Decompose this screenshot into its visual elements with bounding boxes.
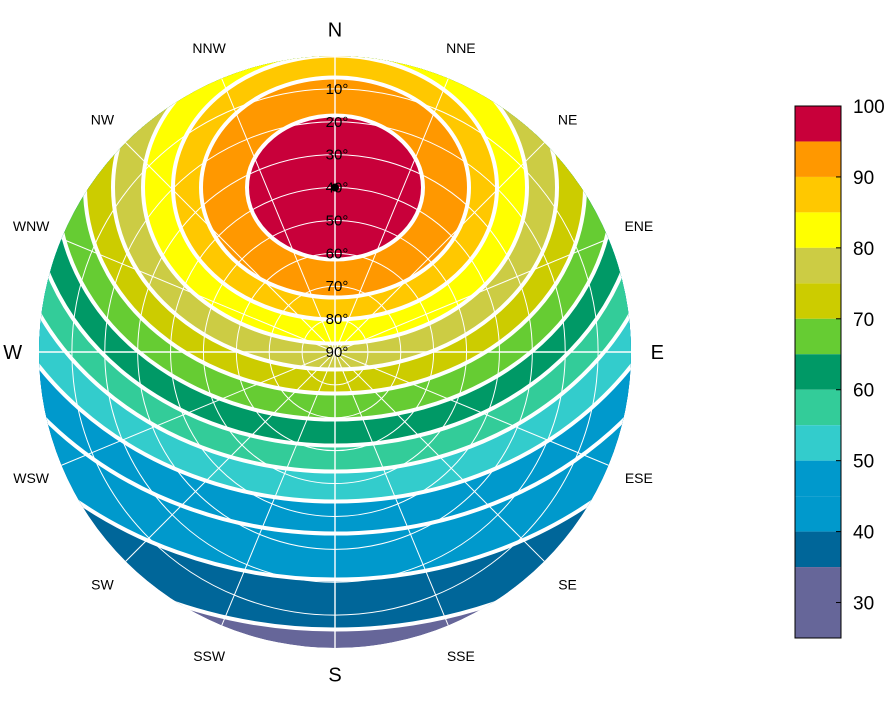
colorbar-band-60: [795, 354, 841, 390]
azimuth-spoke: [334, 238, 609, 353]
colorbar-tick-label: 60: [853, 381, 874, 402]
compass-label-w: W: [3, 342, 22, 364]
azimuth-spoke: [61, 351, 336, 466]
compass-label-ne: NE: [558, 111, 577, 127]
compass-label-nnw: NNW: [192, 40, 226, 56]
altitude-tick-label: 80°: [326, 311, 349, 328]
azimuth-spoke: [61, 238, 336, 353]
colorbar-frame: [794, 105, 842, 639]
azimuth-spoke: [221, 78, 336, 353]
compass-label-e: E: [651, 342, 664, 364]
colorbar-band-45: [795, 460, 841, 497]
altitude-tick-label: 60°: [326, 245, 349, 262]
compass-label-n: N: [328, 20, 342, 42]
compass-label-se: SE: [558, 577, 577, 593]
compass-label-ene: ENE: [624, 218, 653, 234]
colorbar-band-35: [795, 531, 841, 568]
colorbar-tick-label: 40: [853, 523, 874, 544]
altitude-tick-label: 30°: [326, 147, 349, 164]
compass-label-ese: ESE: [625, 470, 653, 486]
azimuth-spoke: [334, 351, 449, 626]
colorbar-band-75: [795, 247, 841, 284]
compass-label-nw: NW: [91, 111, 115, 127]
azimuth-spoke: [334, 142, 545, 353]
azimuth-spoke: [334, 351, 545, 562]
altitude-tick-label: 50°: [326, 212, 349, 229]
colorbar-tick-label: 100: [853, 97, 885, 118]
colorbar-band-40: [795, 496, 841, 532]
colorbar-band-25: [795, 567, 841, 638]
azimuth-spoke: [334, 351, 609, 466]
colorbar-tick-label: 70: [853, 310, 874, 331]
colorbar-band-80: [795, 212, 841, 248]
azimuth-spoke: [125, 351, 336, 562]
colorbar-band-90: [795, 141, 841, 177]
colorbar-tick-label: 90: [853, 168, 874, 189]
compass-label-nne: NNE: [446, 40, 476, 56]
compass-label-sw: SW: [91, 577, 114, 593]
altitude-labels: 90°80°70°60°50°40°30°20°10°: [326, 81, 349, 361]
colorbar-band-50: [795, 425, 841, 461]
compass-label-s: S: [328, 664, 341, 686]
sky-dome: 90°80°70°60°50°40°30°20°10°: [39, 56, 631, 648]
compass-label-ssw: SSW: [193, 648, 226, 664]
colorbar-band-70: [795, 283, 841, 319]
azimuth-spoke: [125, 142, 336, 353]
altitude-tick-label: 70°: [326, 278, 349, 295]
altitude-tick-label: 90°: [326, 344, 349, 361]
colorbar-band-85: [795, 176, 841, 213]
sun-position-marker: [331, 183, 339, 192]
colorbar-band-55: [795, 389, 841, 426]
altitude-tick-label: 10°: [326, 81, 349, 98]
colorbar-tick-label: 50: [853, 452, 874, 473]
colorbar-band-95: [795, 106, 841, 142]
azimuth-spoke: [221, 351, 336, 626]
compass-label-wnw: WNW: [13, 218, 50, 234]
colorbar-band-65: [795, 318, 841, 355]
azimuth-spoke: [334, 78, 449, 353]
compass-label-wsw: WSW: [13, 470, 50, 486]
colorbar: 100 90 80 70 60 50 40 30: [794, 97, 885, 639]
compass-label-sse: SSE: [447, 648, 475, 664]
altitude-tick-label: 20°: [326, 114, 349, 131]
colorbar-tick-label: 30: [853, 594, 874, 615]
colorbar-tick-label: 80: [853, 239, 874, 260]
sky-grid: [39, 56, 631, 648]
